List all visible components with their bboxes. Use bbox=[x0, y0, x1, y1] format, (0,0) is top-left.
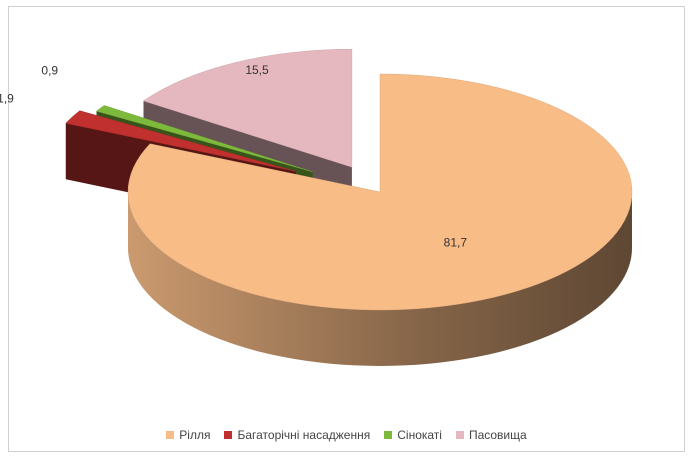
legend-item-pasovyshcha: Пасовища bbox=[455, 428, 527, 442]
data-label-bagatorichni: 1,9 bbox=[0, 91, 14, 105]
legend-label-bagatorichni: Багаторічні насадження bbox=[237, 428, 371, 442]
pie-top-sinokati bbox=[95, 105, 313, 173]
legend-item-rillia: Рілля bbox=[166, 428, 210, 442]
data-label-rillia: 81,7 bbox=[444, 235, 468, 249]
legend-label-pasovyshcha: Пасовища bbox=[468, 428, 527, 442]
legend-swatch-bagatorichni bbox=[224, 431, 233, 439]
legend-item-sinokati: Сінокаті bbox=[384, 428, 442, 442]
pie-top-bagatorichni bbox=[65, 110, 296, 172]
legend-label-rillia: Рілля bbox=[179, 428, 211, 442]
data-label-sinokati: 0,9 bbox=[41, 64, 58, 78]
legend-swatch-sinokati bbox=[384, 431, 393, 439]
legend-swatch-pasovyshcha bbox=[455, 431, 464, 439]
pie-outer-wall-rillia-0 bbox=[128, 192, 632, 366]
legend-item-bagatorichni: Багаторічні насадження bbox=[224, 428, 370, 442]
legend-label-sinokati: Сінокаті bbox=[397, 428, 442, 442]
data-label-pasovyshcha: 15,5 bbox=[245, 63, 269, 77]
pie-top-pasovyshcha bbox=[142, 48, 353, 168]
legend: Рілля Багаторічні насадження Сінокаті Па… bbox=[0, 428, 693, 442]
pie-slice-rillia bbox=[127, 73, 633, 366]
pie-top-rillia bbox=[127, 73, 633, 311]
legend-swatch-rillia bbox=[166, 431, 175, 439]
